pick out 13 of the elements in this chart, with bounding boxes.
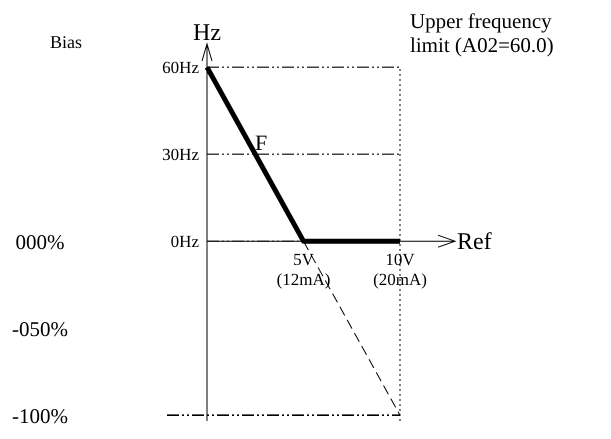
y2-tick-label: 000%	[16, 230, 64, 254]
y2-tick-label: -100%	[12, 404, 68, 428]
text: Bias	[50, 32, 82, 52]
y-tick-label: 30Hz	[162, 145, 200, 164]
x-tick-label: 5V (12mA)	[276, 250, 330, 290]
annotation: F	[255, 130, 268, 155]
y-tick-label: 60Hz	[162, 58, 200, 78]
text: Upper frequency limit (A02=60.0)	[410, 9, 554, 57]
y-axis-title: Hz	[193, 20, 221, 46]
y2-tick-label: -050%	[12, 317, 68, 342]
x-tick-label: 10V (20mA)	[373, 250, 427, 290]
x-axis-title: Ref	[457, 229, 492, 256]
y-tick-label: 0Hz	[170, 232, 200, 252]
